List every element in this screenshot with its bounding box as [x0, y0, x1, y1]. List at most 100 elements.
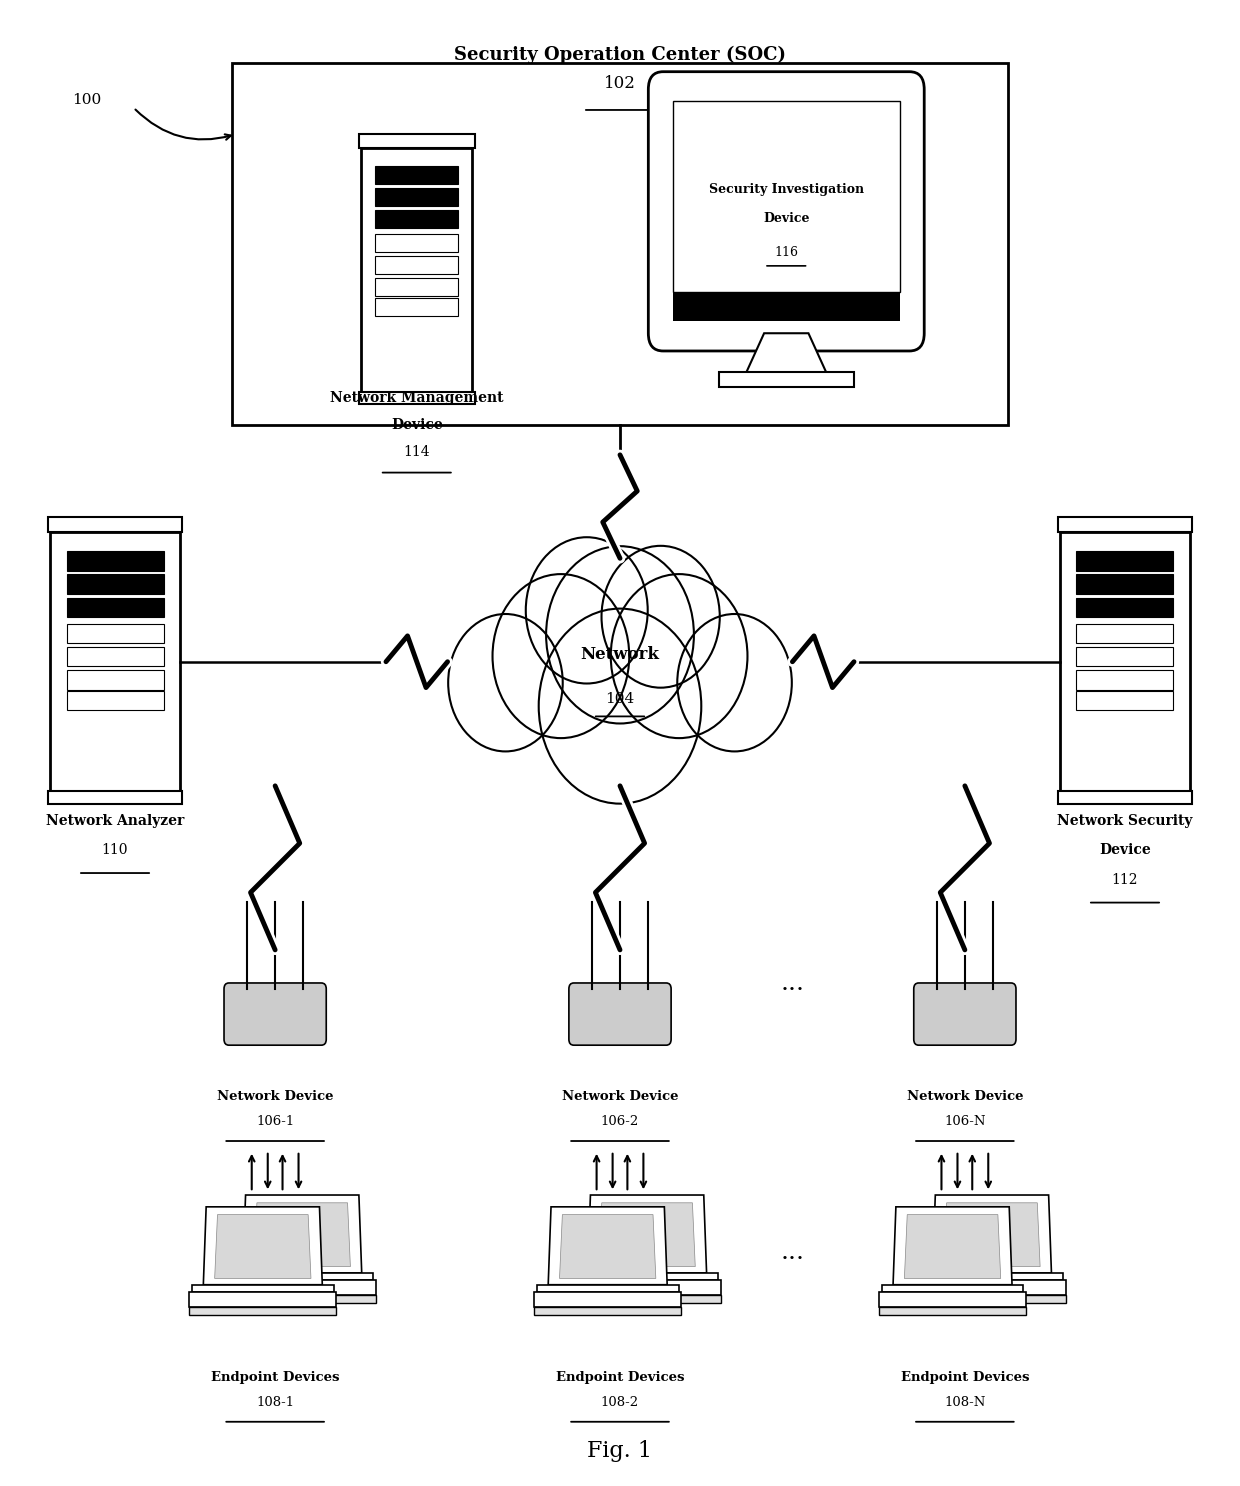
- Text: 114: 114: [403, 444, 430, 459]
- Polygon shape: [537, 1285, 678, 1293]
- Bar: [67, 551, 164, 571]
- Polygon shape: [559, 1214, 656, 1278]
- Polygon shape: [599, 1202, 696, 1266]
- Bar: [67, 670, 164, 690]
- Polygon shape: [904, 1214, 1001, 1278]
- Polygon shape: [588, 1195, 707, 1274]
- Text: Network Analyzer: Network Analyzer: [46, 814, 185, 828]
- Text: Security Investigation: Security Investigation: [709, 183, 864, 196]
- Polygon shape: [879, 1308, 1027, 1315]
- Text: 106-2: 106-2: [601, 1116, 639, 1128]
- Polygon shape: [879, 1293, 1027, 1308]
- Polygon shape: [548, 1207, 667, 1285]
- Polygon shape: [573, 1281, 720, 1296]
- Circle shape: [601, 545, 719, 688]
- Text: 104: 104: [605, 691, 635, 706]
- Circle shape: [492, 574, 629, 739]
- Text: 108-2: 108-2: [601, 1397, 639, 1409]
- Text: Endpoint Devices: Endpoint Devices: [211, 1372, 340, 1383]
- Bar: [1076, 624, 1173, 643]
- FancyBboxPatch shape: [224, 982, 326, 1045]
- Text: Network Device: Network Device: [906, 1091, 1023, 1103]
- Text: Network: Network: [580, 646, 660, 663]
- Bar: [232, 64, 1008, 425]
- Polygon shape: [203, 1207, 322, 1285]
- Bar: [376, 187, 459, 207]
- Bar: [67, 597, 164, 617]
- Text: 108-N: 108-N: [944, 1397, 986, 1409]
- Text: 116: 116: [774, 247, 799, 259]
- Bar: [1076, 575, 1173, 594]
- Polygon shape: [534, 1293, 681, 1308]
- Text: Network Device: Network Device: [562, 1091, 678, 1103]
- Polygon shape: [573, 1296, 720, 1303]
- Bar: [376, 278, 459, 296]
- Bar: [1076, 670, 1173, 690]
- Polygon shape: [243, 1195, 362, 1274]
- Bar: [376, 297, 459, 317]
- Bar: [67, 624, 164, 643]
- Text: Network Security: Network Security: [1058, 814, 1193, 828]
- Circle shape: [546, 547, 694, 724]
- Circle shape: [538, 609, 702, 804]
- Bar: [376, 210, 459, 227]
- Polygon shape: [192, 1285, 334, 1293]
- Text: 106-N: 106-N: [944, 1116, 986, 1128]
- Text: 110: 110: [102, 844, 128, 857]
- Text: Endpoint Devices: Endpoint Devices: [900, 1372, 1029, 1383]
- Text: Device: Device: [391, 418, 443, 432]
- Polygon shape: [919, 1281, 1065, 1296]
- FancyBboxPatch shape: [569, 982, 671, 1045]
- Text: Fig. 1: Fig. 1: [588, 1440, 652, 1462]
- Bar: [1076, 597, 1173, 617]
- Polygon shape: [577, 1274, 718, 1281]
- Bar: [1076, 691, 1173, 710]
- Text: Security Operation Center (SOC): Security Operation Center (SOC): [454, 46, 786, 64]
- Polygon shape: [919, 1296, 1065, 1303]
- Bar: [718, 373, 854, 386]
- Polygon shape: [746, 333, 826, 373]
- Bar: [1076, 551, 1173, 571]
- FancyBboxPatch shape: [914, 982, 1016, 1045]
- Bar: [67, 575, 164, 594]
- Bar: [376, 235, 459, 253]
- Bar: [376, 166, 459, 184]
- Bar: [48, 791, 182, 804]
- Polygon shape: [944, 1202, 1040, 1266]
- Circle shape: [526, 538, 647, 684]
- Polygon shape: [215, 1214, 311, 1278]
- Polygon shape: [882, 1285, 1023, 1293]
- Polygon shape: [932, 1195, 1052, 1274]
- Text: Endpoint Devices: Endpoint Devices: [556, 1372, 684, 1383]
- Bar: [1076, 646, 1173, 666]
- Bar: [361, 149, 472, 392]
- Circle shape: [448, 614, 563, 752]
- Bar: [376, 256, 459, 275]
- Polygon shape: [228, 1296, 376, 1303]
- Polygon shape: [190, 1293, 336, 1308]
- Text: 112: 112: [1112, 874, 1138, 887]
- Polygon shape: [190, 1308, 336, 1315]
- Polygon shape: [254, 1202, 351, 1266]
- Bar: [1058, 791, 1192, 804]
- Circle shape: [677, 614, 792, 752]
- Polygon shape: [893, 1207, 1012, 1285]
- Bar: [358, 134, 475, 149]
- Text: Device: Device: [1099, 844, 1151, 857]
- Bar: [673, 293, 899, 321]
- Bar: [358, 392, 475, 404]
- Polygon shape: [232, 1274, 373, 1281]
- Text: Network Device: Network Device: [217, 1091, 334, 1103]
- Bar: [1060, 532, 1189, 791]
- Circle shape: [611, 574, 748, 739]
- Bar: [67, 691, 164, 710]
- Text: Device: Device: [763, 212, 810, 224]
- Bar: [51, 532, 180, 791]
- Bar: [673, 101, 899, 293]
- Text: ...: ...: [780, 972, 805, 996]
- Bar: [67, 646, 164, 666]
- Text: 106-1: 106-1: [255, 1116, 294, 1128]
- Bar: [48, 517, 182, 532]
- Text: 102: 102: [604, 76, 636, 92]
- Polygon shape: [921, 1274, 1063, 1281]
